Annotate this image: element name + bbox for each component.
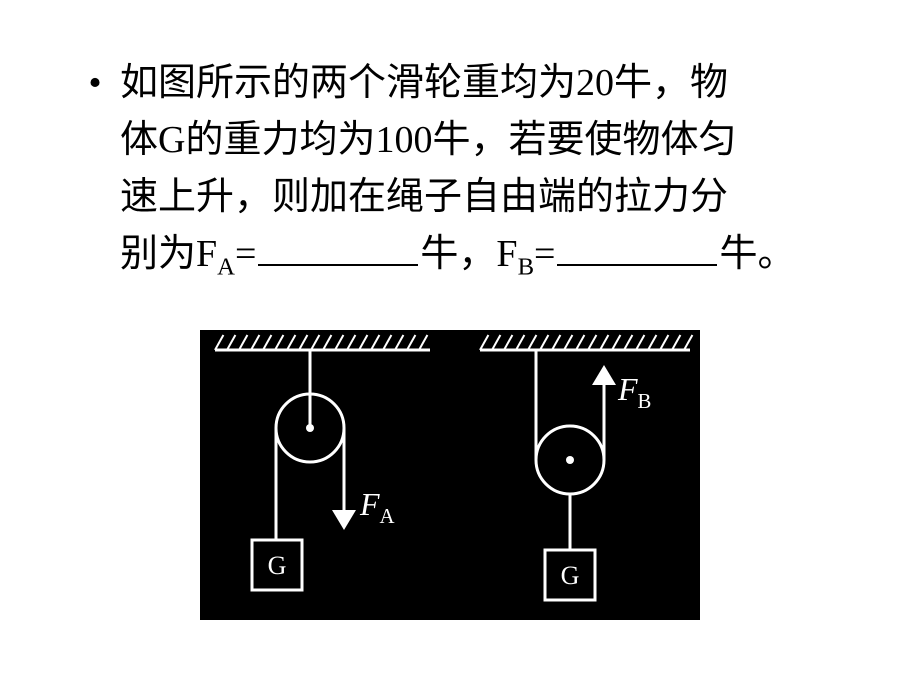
pulley-diagram: FA G FB G bbox=[200, 330, 700, 620]
svg-text:G: G bbox=[561, 561, 580, 590]
slide: • 如图所示的两个滑轮重均为20牛，物 体G的重力均为100牛，若要使物体匀 速… bbox=[0, 0, 920, 690]
line2: 体G的重力均为100牛，若要使物体匀 bbox=[120, 119, 736, 161]
subA: A bbox=[217, 254, 235, 281]
eq2: = bbox=[534, 233, 555, 275]
svg-text:G: G bbox=[268, 551, 287, 580]
line1: 如图所示的两个滑轮重均为20牛，物 bbox=[120, 62, 728, 104]
eq1: = bbox=[235, 233, 256, 275]
unit1: 牛，F bbox=[420, 233, 517, 275]
blank-B bbox=[557, 230, 717, 266]
line4-prefix: 别为F bbox=[120, 233, 217, 275]
problem-text: • 如图所示的两个滑轮重均为20牛，物 体G的重力均为100牛，若要使物体匀 速… bbox=[70, 55, 850, 286]
subB: B bbox=[518, 254, 534, 281]
line3: 速上升，则加在绳子自由端的拉力分 bbox=[120, 176, 728, 218]
svg-text:FB: FB bbox=[617, 371, 651, 413]
diagram-container: FA G FB G bbox=[200, 330, 700, 620]
blank-A bbox=[258, 230, 418, 266]
svg-text:FA: FA bbox=[359, 486, 395, 528]
bullet-row: • 如图所示的两个滑轮重均为20牛，物 体G的重力均为100牛，若要使物体匀 速… bbox=[70, 55, 850, 286]
bullet-marker: • bbox=[70, 55, 120, 286]
bullet-content: 如图所示的两个滑轮重均为20牛，物 体G的重力均为100牛，若要使物体匀 速上升… bbox=[120, 55, 850, 286]
unit2: 牛。 bbox=[719, 233, 795, 275]
